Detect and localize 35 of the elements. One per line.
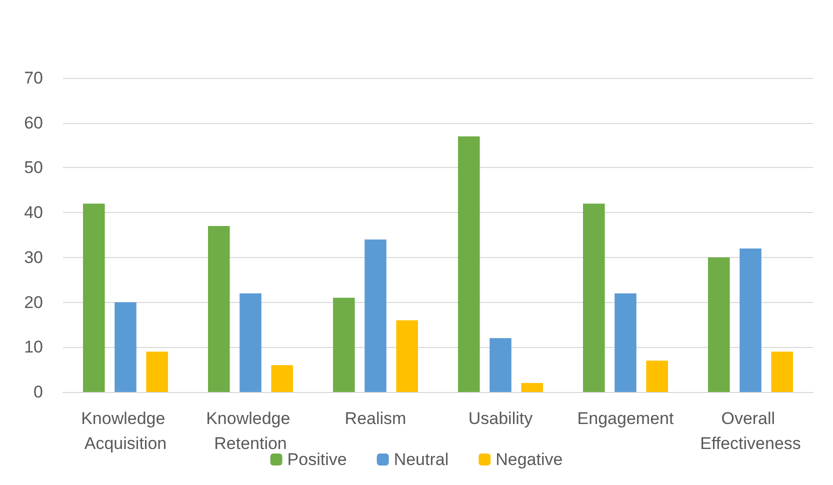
bar: [614, 293, 636, 392]
bar: [333, 298, 355, 392]
bar: [114, 302, 136, 392]
y-tick-label: 20: [24, 292, 43, 312]
x-tick-label: Realism: [344, 409, 406, 428]
x-tick-label: Usability: [468, 409, 534, 428]
x-tick-label: Engagement: [577, 409, 674, 428]
y-tick-label: 30: [24, 248, 43, 267]
bar: [646, 360, 668, 392]
bar: [740, 248, 762, 392]
bar: [146, 352, 168, 392]
x-tick-label: Knowledge Retention: [206, 409, 295, 453]
bar: [521, 383, 543, 392]
legend-label: Neutral: [394, 450, 449, 469]
bar: [364, 239, 386, 392]
bar: [396, 320, 418, 392]
legend-label: Positive: [287, 450, 347, 469]
x-tick-label: Overall Effectiveness: [700, 409, 801, 453]
y-tick-label: 70: [24, 68, 43, 88]
y-tick-label: 60: [24, 113, 43, 132]
legend-label: Negative: [496, 450, 563, 469]
y-tick-label: 50: [24, 158, 43, 178]
x-tick-label: Knowledge Acquisition: [81, 409, 170, 453]
bar: [771, 352, 793, 392]
bar: [240, 293, 262, 392]
bar: [458, 136, 480, 392]
bar: [208, 226, 230, 392]
bar: [583, 204, 605, 392]
y-tick-label: 0: [34, 382, 43, 402]
bar: [708, 257, 730, 392]
bar: [271, 365, 293, 392]
bar: [490, 338, 512, 392]
y-tick-label: 40: [24, 203, 43, 222]
y-tick-label: 10: [24, 338, 43, 357]
bar: [83, 204, 105, 392]
